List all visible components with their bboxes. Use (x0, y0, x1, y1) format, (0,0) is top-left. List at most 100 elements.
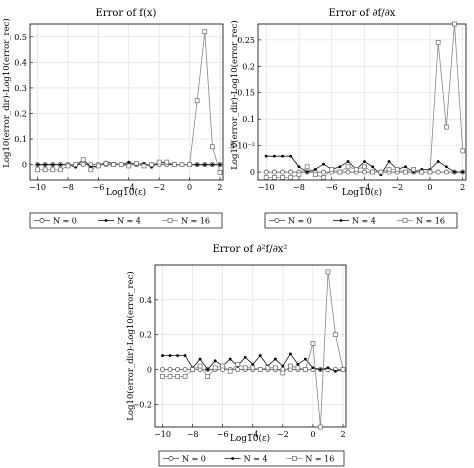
data-point (419, 169, 425, 175)
data-point (461, 170, 465, 174)
data-point (80, 157, 86, 162)
legend: N = 0 N = 4 N = 16 (158, 450, 345, 467)
data-point (161, 354, 164, 357)
legend-label: N = 4 (117, 217, 141, 226)
y-tick-label: 0.4 (14, 58, 27, 67)
data-point (160, 367, 165, 372)
legend-box (29, 212, 223, 229)
data-point (362, 164, 367, 170)
x-tick-label: −4 (247, 430, 259, 439)
data-point (334, 369, 337, 373)
data-point (218, 163, 222, 167)
y-tick-label: 0.15 (237, 89, 255, 98)
data-point (271, 169, 277, 175)
x-tick-label: −6 (217, 430, 229, 439)
chart-title: Error of f(x) (96, 8, 157, 19)
data-point (411, 167, 416, 172)
data-point (164, 159, 170, 165)
x-tick-label: −8 (187, 430, 199, 439)
data-point (272, 154, 276, 158)
data-point (329, 167, 335, 172)
data-point (303, 367, 308, 372)
legend-label: N = 4 (352, 217, 376, 226)
data-point (272, 175, 277, 180)
x-tick-label: 0 (427, 183, 432, 192)
data-point (340, 367, 346, 372)
data-point (194, 98, 200, 104)
data-point (353, 167, 359, 172)
x-tick-label: −10 (29, 183, 46, 192)
data-point (404, 165, 407, 169)
y-tick-label: 0.1 (14, 135, 27, 144)
data-point (281, 364, 285, 368)
y-tick-label: 0.2 (139, 331, 152, 340)
data-point (288, 169, 294, 175)
x-tick-label: −8 (62, 183, 74, 192)
data-point (289, 154, 293, 158)
data-point (371, 165, 375, 169)
y-tick-label: 0.5 (14, 33, 27, 42)
data-point (322, 162, 325, 166)
data-point (217, 169, 223, 175)
data-point (272, 365, 278, 371)
x-tick-label: −6 (326, 183, 338, 192)
data-point (197, 363, 203, 369)
data-point (280, 175, 285, 180)
y-tick-label: −0.2 (133, 400, 152, 409)
x-tick-label: −4 (123, 183, 135, 192)
data-point (325, 269, 331, 275)
data-point (443, 169, 449, 175)
data-point (427, 169, 433, 175)
data-point (213, 359, 217, 363)
x-tick-label: 2 (217, 183, 222, 192)
x-tick-label: −2 (277, 430, 289, 439)
data-point (378, 169, 384, 175)
data-point (43, 163, 47, 167)
data-point (333, 332, 338, 338)
data-point (370, 169, 375, 175)
data-point (296, 362, 300, 366)
legend-label: N = 4 (244, 455, 268, 464)
data-point (141, 163, 147, 169)
data-point (96, 163, 101, 169)
data-point (118, 162, 124, 168)
data-point (227, 368, 233, 374)
data-point (51, 163, 55, 167)
data-point (183, 354, 187, 357)
legend-label: N = 16 (416, 217, 445, 226)
data-point (65, 163, 71, 169)
data-point (288, 363, 293, 369)
data-point (58, 167, 63, 173)
chart-title: Error of ∂²f/∂x² (213, 244, 288, 255)
data-point (134, 161, 139, 166)
chart-title: Error of ∂f/∂x (329, 8, 396, 19)
x-axis-label: Log10(ε) (106, 187, 146, 198)
data-point (212, 365, 218, 371)
legend-box (158, 450, 345, 467)
data-point (321, 175, 326, 180)
legend-label: N = 0 (53, 217, 77, 226)
data-point (167, 374, 173, 379)
y-axis-label: Log10(error_dir)-Log10(error_rec) (229, 20, 240, 169)
data-point (436, 160, 440, 163)
y-axis-label: Log10(error_dir)-Log10(error_rec) (125, 271, 136, 420)
data-point (205, 374, 210, 379)
legend-marker (168, 456, 174, 461)
data-point (337, 169, 343, 175)
data-point (295, 365, 301, 371)
data-point (42, 167, 48, 173)
data-point (303, 357, 307, 361)
x-tick-label: 0 (187, 183, 192, 192)
data-point (363, 160, 366, 163)
y-axis-label: Log10(error_dir)-Log10(error_rec) (1, 18, 12, 167)
data-point (167, 367, 173, 372)
data-point (435, 169, 441, 175)
x-tick-label: 2 (340, 430, 345, 439)
data-point (311, 366, 315, 370)
data-point (280, 370, 286, 376)
data-point (176, 354, 179, 357)
data-point (220, 363, 226, 369)
data-point (50, 167, 56, 173)
data-point (288, 175, 294, 180)
data-point (35, 167, 40, 173)
